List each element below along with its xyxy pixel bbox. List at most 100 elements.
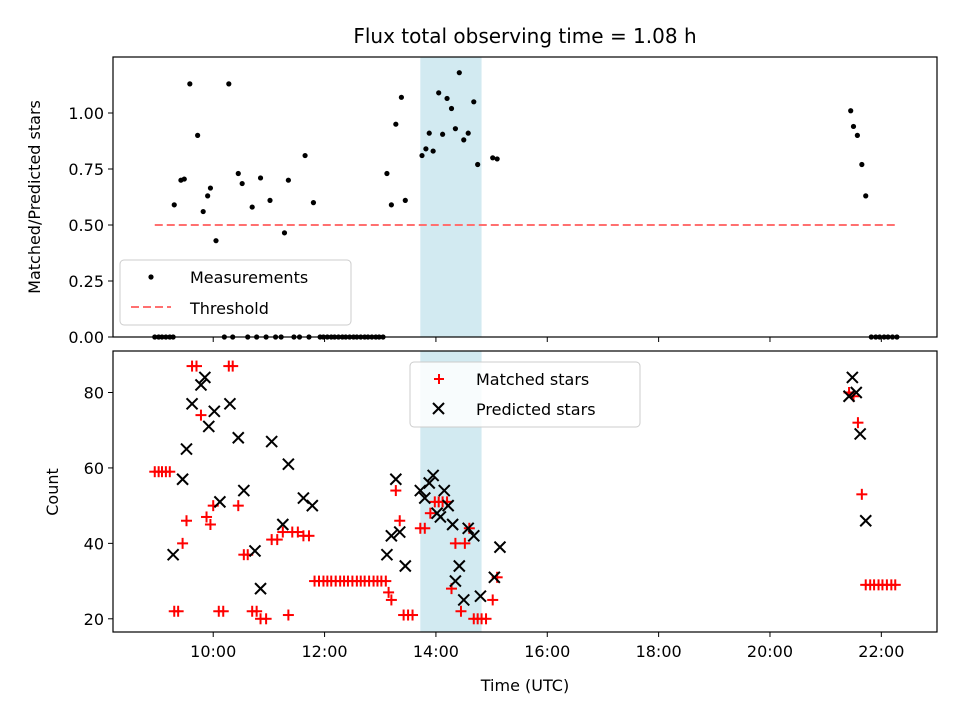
- matched-point: [383, 586, 395, 598]
- matched-point: [459, 537, 471, 549]
- matched-point: [217, 605, 229, 617]
- predicted-point: [859, 514, 872, 527]
- predicted-point: [385, 529, 398, 543]
- measurement-point: [249, 204, 255, 210]
- legend-predicted-label: Predicted stars: [476, 400, 596, 419]
- matched-point: [394, 515, 406, 527]
- matched-point: [407, 609, 419, 621]
- x-tick-label: 16:00: [524, 642, 570, 661]
- top-y-axis-label: Matched/Predicted stars: [25, 100, 44, 294]
- measurement-point: [475, 161, 481, 168]
- measurement-point: [235, 170, 241, 177]
- predicted-point: [248, 544, 262, 558]
- predicted-point: [488, 571, 501, 584]
- top-shaded-span: [420, 57, 482, 337]
- top-span-layer: [420, 57, 482, 337]
- predicted-point: [853, 427, 867, 441]
- measurement-point: [440, 131, 446, 137]
- predicted-point: [842, 390, 856, 403]
- measurement-point: [436, 90, 442, 96]
- matched-point: [385, 594, 397, 606]
- predicted-point: [850, 386, 863, 399]
- predicted-point: [237, 484, 251, 497]
- matched-point: [271, 534, 283, 546]
- measurement-point: [448, 105, 455, 112]
- matched-point: [251, 605, 263, 617]
- predicted-point: [462, 522, 475, 535]
- predicted-point: [434, 510, 447, 524]
- predicted-point: [282, 457, 295, 471]
- x-tick-label: 12:00: [302, 642, 348, 661]
- y-tick-label: 0.75: [68, 160, 104, 179]
- matched-point: [195, 409, 207, 421]
- predicted-point: [423, 476, 436, 490]
- bottom-points-layer: [149, 360, 901, 625]
- matched-point: [177, 537, 189, 549]
- measurement-point: [384, 170, 390, 177]
- predicted-point: [306, 499, 319, 512]
- bottom-yticks: 20 40 60 80: [84, 383, 113, 629]
- y-tick-label: 0.25: [68, 272, 104, 291]
- y-tick-label: 20: [84, 610, 104, 629]
- measurement-point: [430, 148, 436, 154]
- predicted-point: [399, 559, 412, 573]
- measurement-point: [494, 156, 500, 162]
- matched-point: [180, 515, 192, 527]
- matched-point: [292, 526, 304, 538]
- measurement-point: [402, 197, 408, 203]
- matched-point: [277, 526, 289, 538]
- predicted-point: [446, 518, 459, 531]
- legend-matched-label: Matched stars: [476, 370, 589, 389]
- legend-measurements-marker: [148, 274, 154, 280]
- matched-point: [424, 507, 436, 519]
- measurement-point: [200, 208, 206, 215]
- measurement-point: [205, 193, 211, 199]
- measurement-point: [302, 152, 308, 159]
- x-tick-label: 22:00: [858, 642, 904, 661]
- matched-point: [303, 530, 315, 542]
- bottom-legend: Matched stars Predicted stars: [409, 361, 641, 428]
- bottom-axes-frame: [112, 350, 938, 633]
- matched-point: [282, 609, 294, 621]
- measurement-point: [181, 176, 187, 182]
- measurement-point: [471, 99, 477, 105]
- measurement-point: [226, 81, 232, 87]
- matched-point: [480, 613, 492, 625]
- measurement-point: [461, 137, 467, 143]
- predicted-point: [441, 499, 455, 512]
- predicted-point: [213, 495, 227, 509]
- matched-point: [191, 360, 203, 372]
- matched-point: [419, 522, 431, 534]
- y-tick-label: 60: [84, 459, 104, 478]
- measurement-point: [281, 230, 288, 236]
- predicted-point: [389, 473, 403, 486]
- x-tick-label: 18:00: [636, 642, 682, 661]
- measurement-point: [285, 177, 291, 183]
- matched-point: [852, 417, 864, 429]
- predicted-point: [426, 469, 440, 482]
- x-tick-label: 14:00: [413, 642, 459, 661]
- y-tick-label: 80: [84, 383, 104, 402]
- predicted-point: [194, 378, 208, 392]
- matched-point: [380, 575, 392, 587]
- matched-point: [390, 485, 402, 497]
- predicted-point: [166, 548, 180, 561]
- matched-point: [856, 488, 868, 500]
- measurement-point: [419, 152, 425, 159]
- predicted-point: [846, 371, 859, 384]
- predicted-point: [208, 405, 221, 418]
- predicted-point: [276, 518, 290, 531]
- measurement-point: [863, 193, 869, 199]
- legend-threshold-label: Threshold: [189, 299, 269, 318]
- predicted-point: [453, 559, 466, 573]
- matched-point: [201, 511, 213, 523]
- measurement-point: [423, 146, 429, 152]
- chart-title: Flux total observing time = 1.08 h: [353, 24, 696, 48]
- predicted-point: [223, 397, 237, 411]
- measurement-point: [388, 202, 394, 208]
- predicted-point: [438, 484, 451, 497]
- measurement-point: [239, 180, 245, 187]
- predicted-point: [467, 529, 480, 543]
- predicted-point: [265, 435, 278, 448]
- matched-point: [260, 613, 272, 625]
